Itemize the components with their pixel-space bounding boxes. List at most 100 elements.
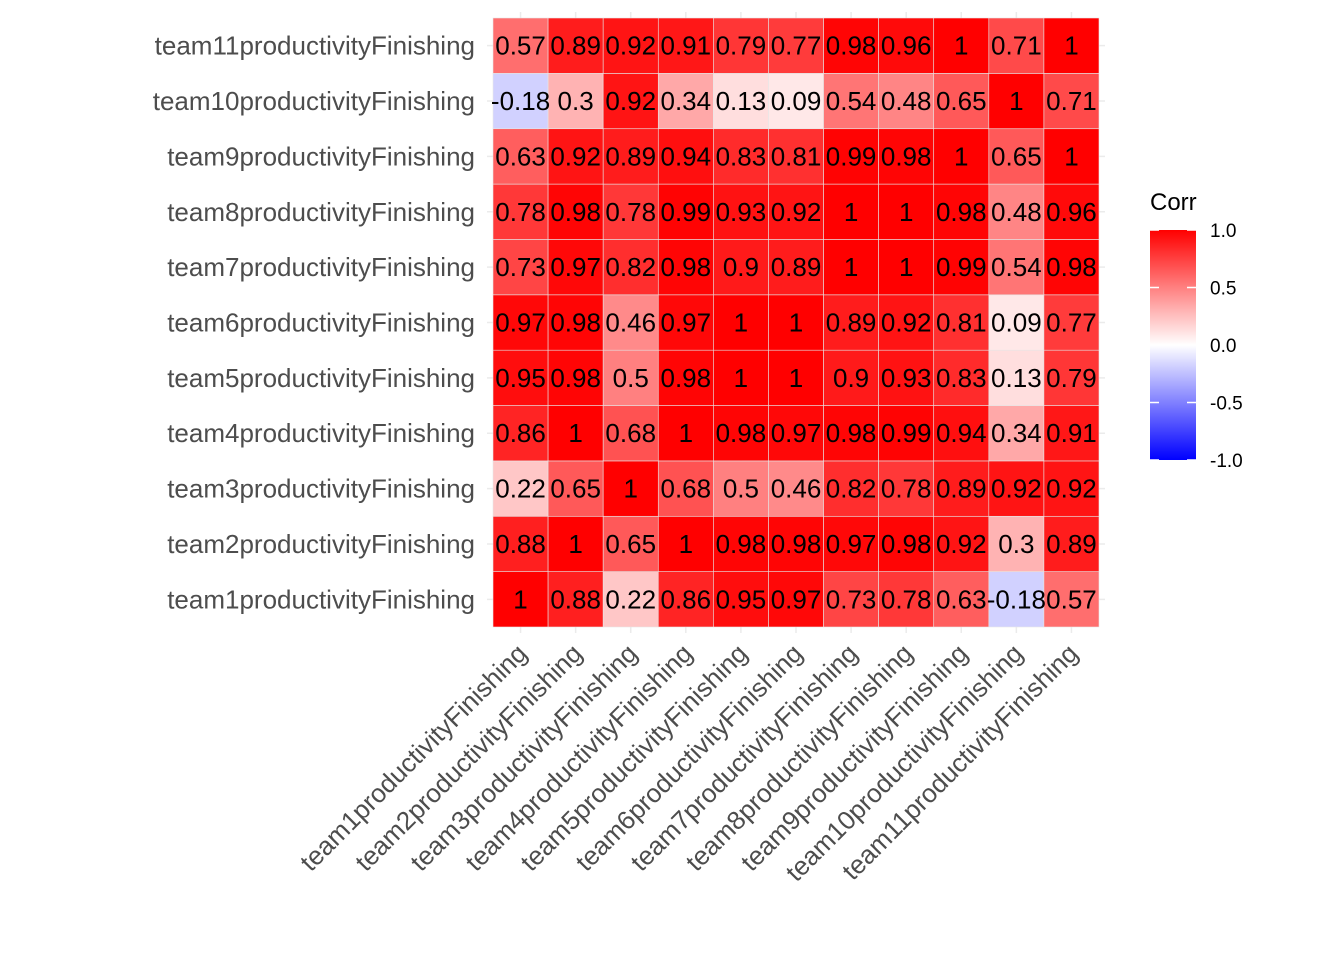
- heatmap-cell: [933, 183, 990, 240]
- heatmap-cell: [657, 349, 714, 406]
- heatmap-cell: [547, 17, 604, 74]
- cell-value-label: 0.98: [716, 418, 767, 448]
- cell-value-label: 0.73: [826, 584, 877, 614]
- heatmap-cell: [878, 183, 935, 240]
- cell-value-label: 0.13: [991, 363, 1042, 393]
- heatmap-cell: [492, 73, 549, 130]
- heatmap-cell: [823, 294, 879, 351]
- cell-value-label: -0.18: [491, 86, 550, 116]
- heatmap-cell: [602, 128, 659, 185]
- heatmap-cell: [823, 183, 879, 240]
- heatmap-cell: [988, 515, 1045, 572]
- y-axis-tick-labels: team1productivityFinishing team2productiv…: [153, 31, 475, 615]
- y-tick-label: team4productivityFinishing: [167, 418, 475, 448]
- cell-value-label: 0.22: [605, 584, 656, 614]
- heatmap-cell: [547, 239, 604, 296]
- cell-value-label: 0.97: [495, 308, 546, 338]
- cell-value-label: 0.54: [826, 86, 877, 116]
- cell-value-label: 0.9: [833, 363, 869, 393]
- cell-value-label: 0.83: [936, 363, 987, 393]
- cell-value-label: 0.99: [881, 418, 932, 448]
- cell-value-label: 1: [899, 252, 913, 282]
- heatmap-cell: [713, 17, 769, 74]
- cell-value-label: 0.99: [826, 141, 877, 171]
- cell-value-label: 0.63: [495, 141, 546, 171]
- heatmap-cell: [933, 128, 990, 185]
- heatmap-cell: [768, 349, 824, 406]
- cell-value-label: 1: [954, 141, 968, 171]
- cell-value-label: 0.96: [881, 31, 932, 61]
- cell-value-label: 0.09: [771, 86, 822, 116]
- cell-value-label: 0.99: [661, 197, 712, 227]
- cell-value-label: 0.34: [661, 86, 712, 116]
- y-tick-label: team9productivityFinishing: [167, 141, 475, 171]
- heatmap-cell: [713, 183, 769, 240]
- cell-value-label: 0.46: [771, 474, 822, 504]
- cell-value-label: 0.97: [771, 418, 822, 448]
- heatmap-cell: [878, 515, 935, 572]
- heatmap-cell: [768, 17, 824, 74]
- cell-value-label: 1: [679, 529, 693, 559]
- cell-value-label: 0.3: [558, 86, 594, 116]
- cell-value-label: 1: [568, 529, 582, 559]
- heatmap-cell: [878, 239, 935, 296]
- heatmap-cell: [492, 183, 549, 240]
- heatmap-cell: [547, 73, 604, 130]
- cell-value-label: 1: [789, 363, 803, 393]
- heatmap-cell: [768, 239, 824, 296]
- heatmap-cell: [823, 515, 879, 572]
- heatmap-cell: [878, 17, 935, 74]
- heatmap-cells: [492, 17, 1100, 628]
- cell-value-label: 0.68: [661, 474, 712, 504]
- cell-value-label: 0.99: [936, 252, 987, 282]
- heatmap-cell: [657, 294, 714, 351]
- heatmap-cell: [1043, 128, 1100, 185]
- cell-value-label: 0.91: [661, 31, 712, 61]
- heatmap-cell: [657, 73, 714, 130]
- heatmap-cell: [1043, 239, 1100, 296]
- cell-value-label: 0.93: [881, 363, 932, 393]
- heatmap-cell: [602, 460, 659, 517]
- cell-value-label: 0.57: [495, 31, 546, 61]
- legend-tick-label: 0.0: [1210, 336, 1236, 357]
- cell-value-label: 0.22: [495, 474, 546, 504]
- cell-value-label: 0.98: [550, 363, 601, 393]
- cell-value-label: 1: [679, 418, 693, 448]
- cell-value-label: 0.98: [881, 529, 932, 559]
- heatmap-cell: [768, 128, 824, 185]
- heatmap-cell: [713, 128, 769, 185]
- heatmap-cell: [492, 128, 549, 185]
- heatmap-cell: [492, 515, 549, 572]
- heatmap-cell: [492, 239, 549, 296]
- heatmap-cell: [602, 349, 659, 406]
- heatmap-cell: [933, 239, 990, 296]
- heatmap-cell: [547, 571, 604, 628]
- cell-value-label: 1: [1064, 141, 1078, 171]
- cell-value-label: 0.78: [881, 584, 932, 614]
- y-tick-label: team5productivityFinishing: [167, 363, 475, 393]
- heatmap-cell: [492, 405, 549, 462]
- heatmap-cell: [988, 294, 1045, 351]
- cell-value-label: 0.89: [936, 474, 987, 504]
- heatmap-cell: [602, 17, 659, 74]
- cell-value-label: 0.82: [826, 474, 877, 504]
- cell-value-label: 0.98: [550, 308, 601, 338]
- cell-value-label: 0.98: [826, 31, 877, 61]
- cell-value-label: 0.98: [771, 529, 822, 559]
- cell-value-label: 0.86: [495, 418, 546, 448]
- cell-value-label: 0.83: [716, 141, 767, 171]
- cell-value-label: 0.94: [661, 141, 712, 171]
- cell-value-label: 0.97: [826, 529, 877, 559]
- heatmap-cell: [823, 405, 879, 462]
- cell-value-label: 0.92: [771, 197, 822, 227]
- legend: Corr 1.0 0.5 0.0 -0.5 -1.0: [1150, 189, 1243, 472]
- heatmap-cell: [1043, 73, 1100, 130]
- heatmap-cell: [878, 128, 935, 185]
- heatmap-cell: [547, 183, 604, 240]
- heatmap-cell: [602, 571, 659, 628]
- cell-value-label: 0.65: [936, 86, 987, 116]
- cell-value-label: 1: [789, 308, 803, 338]
- cell-value-label: 0.91: [1046, 418, 1097, 448]
- heatmap-cell: [933, 17, 990, 74]
- cell-value-label: 0.13: [716, 86, 767, 116]
